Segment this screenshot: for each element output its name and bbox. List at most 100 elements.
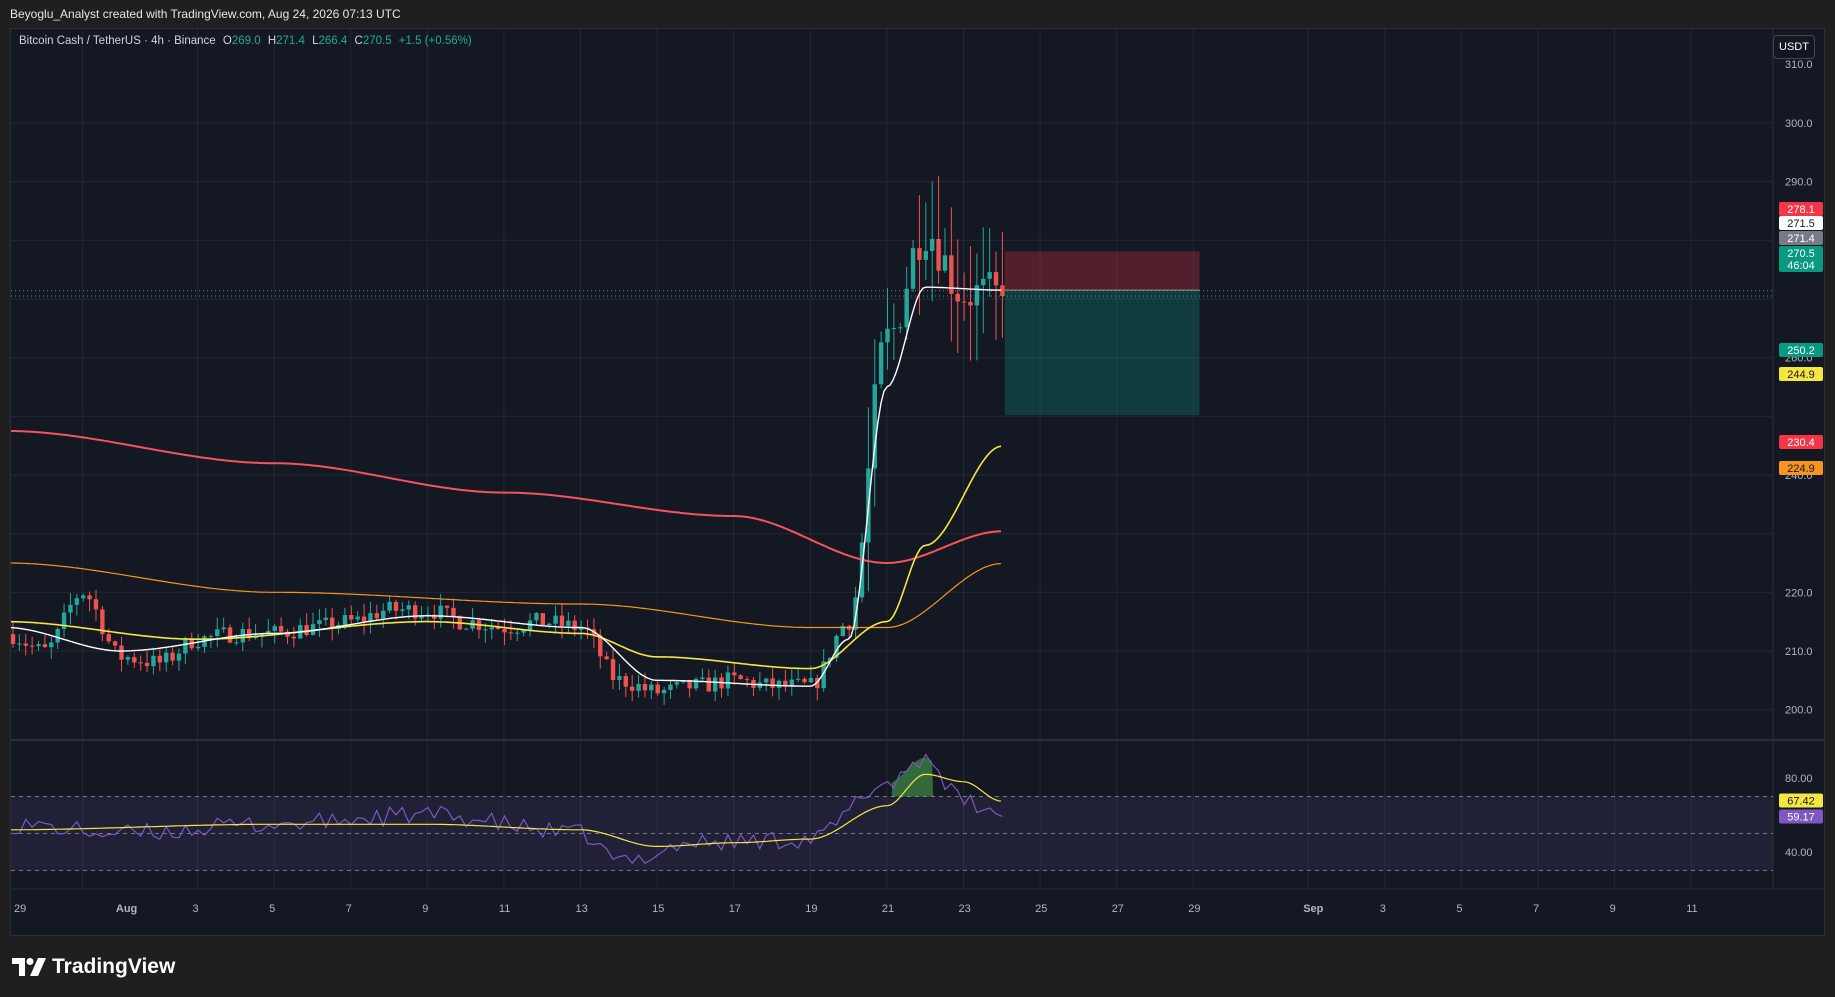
candle-body[interactable] — [930, 238, 935, 252]
rsi-ma-line[interactable] — [11, 773, 1002, 847]
candle-body[interactable] — [668, 684, 673, 690]
candle-body[interactable] — [368, 613, 373, 622]
candle-body[interactable] — [917, 248, 922, 260]
candle-body[interactable] — [215, 629, 220, 636]
candle-body[interactable] — [559, 615, 565, 626]
ema-slow-line[interactable] — [11, 430, 1002, 565]
candle-body[interactable] — [808, 678, 814, 683]
candle-body[interactable] — [834, 635, 839, 658]
candle-body[interactable] — [687, 679, 692, 689]
candle-body[interactable] — [872, 384, 877, 469]
candle-body[interactable] — [144, 662, 150, 667]
candle-body[interactable] — [744, 679, 750, 681]
candle-body[interactable] — [898, 327, 903, 329]
candle-body[interactable] — [553, 615, 558, 624]
candle-body[interactable] — [208, 635, 214, 637]
candle-body[interactable] — [323, 617, 328, 621]
candle-body[interactable] — [42, 644, 48, 648]
candle-body[interactable] — [942, 255, 948, 271]
candle-body[interactable] — [840, 625, 846, 636]
candle-body[interactable] — [566, 620, 571, 626]
candle-body[interactable] — [342, 615, 348, 625]
candle-body[interactable] — [572, 620, 577, 630]
candle-body[interactable] — [432, 614, 437, 619]
candle-body[interactable] — [195, 646, 201, 649]
candle-body[interactable] — [444, 605, 450, 608]
candle-body[interactable] — [547, 623, 552, 626]
candle-body[interactable] — [495, 627, 501, 630]
candle-body[interactable] — [29, 645, 35, 647]
candle-body[interactable] — [119, 645, 124, 660]
candle-body[interactable] — [438, 605, 443, 619]
symbol-name[interactable]: Bitcoin Cash / TetherUS · 4h · Binance — [19, 35, 216, 47]
candle-body[interactable] — [827, 657, 833, 662]
candle-body[interactable] — [81, 595, 86, 599]
price-chart[interactable]: 310.0300.0290.0260.0240.0220.0210.0200.0… — [11, 29, 1824, 935]
candle-body[interactable] — [246, 629, 252, 639]
candle-body[interactable] — [821, 661, 826, 689]
candle-body[interactable] — [987, 272, 992, 279]
candle-body[interactable] — [151, 655, 156, 667]
candle-body[interactable] — [610, 659, 616, 680]
candle-body[interactable] — [712, 677, 718, 692]
candle-body[interactable] — [623, 676, 628, 687]
candle-body[interactable] — [923, 251, 929, 260]
tradingview-logo[interactable]: TradingView — [12, 955, 175, 979]
candle-body[interactable] — [227, 627, 233, 643]
candle-body[interactable] — [904, 288, 909, 328]
candle-body[interactable] — [61, 612, 67, 629]
candle-body[interactable] — [106, 634, 111, 642]
candle-body[interactable] — [802, 678, 807, 683]
candle-body[interactable] — [604, 656, 609, 660]
candle-body[interactable] — [406, 605, 411, 610]
candle-body[interactable] — [508, 632, 514, 634]
candle-body[interactable] — [132, 657, 137, 663]
candle-body[interactable] — [36, 644, 41, 647]
candle-body[interactable] — [374, 613, 380, 619]
candle-body[interactable] — [483, 629, 488, 631]
candle-body[interactable] — [464, 628, 469, 630]
candle-body[interactable] — [891, 327, 897, 329]
candle-body[interactable] — [451, 607, 456, 618]
candle-body[interactable] — [981, 278, 986, 286]
candle-body[interactable] — [317, 620, 322, 625]
candle-body[interactable] — [125, 657, 131, 660]
candle-body[interactable] — [329, 617, 335, 629]
candle-body[interactable] — [764, 678, 769, 683]
candle-body[interactable] — [617, 676, 622, 680]
candle-body[interactable] — [157, 655, 163, 663]
candle-body[interactable] — [176, 653, 182, 661]
candle-body[interactable] — [100, 609, 105, 635]
candle-body[interactable] — [381, 610, 386, 619]
candle-body[interactable] — [355, 616, 360, 620]
rsi-line[interactable] — [12, 753, 1003, 865]
candle-body[interactable] — [170, 652, 175, 661]
ema-long-line[interactable] — [11, 562, 1002, 629]
candle-body[interactable] — [515, 632, 520, 634]
candle-body[interactable] — [55, 628, 60, 643]
candle-body[interactable] — [1000, 285, 1005, 296]
candle-body[interactable] — [738, 675, 743, 680]
candle-body[interactable] — [272, 626, 277, 631]
candle-body[interactable] — [266, 630, 271, 634]
candle-body[interactable] — [234, 642, 239, 644]
candle-body[interactable] — [310, 624, 316, 635]
candle-body[interactable] — [291, 636, 297, 639]
candle-body[interactable] — [221, 627, 226, 630]
candle-body[interactable] — [949, 255, 954, 294]
candle-body[interactable] — [795, 678, 801, 680]
candle-body[interactable] — [502, 629, 507, 633]
candle-body[interactable] — [776, 680, 782, 688]
candle-body[interactable] — [629, 686, 635, 691]
ema-mid-line[interactable] — [11, 445, 1002, 670]
candle-body[interactable] — [183, 638, 188, 654]
candle-body[interactable] — [527, 620, 533, 631]
candle-body[interactable] — [910, 248, 916, 289]
candle-body[interactable] — [700, 677, 705, 679]
candle-body[interactable] — [23, 643, 28, 646]
candle-body[interactable] — [674, 682, 680, 685]
candle-body[interactable] — [361, 616, 367, 622]
candle-body[interactable] — [540, 613, 546, 626]
candle-body[interactable] — [412, 605, 418, 619]
candle-body[interactable] — [725, 672, 731, 689]
